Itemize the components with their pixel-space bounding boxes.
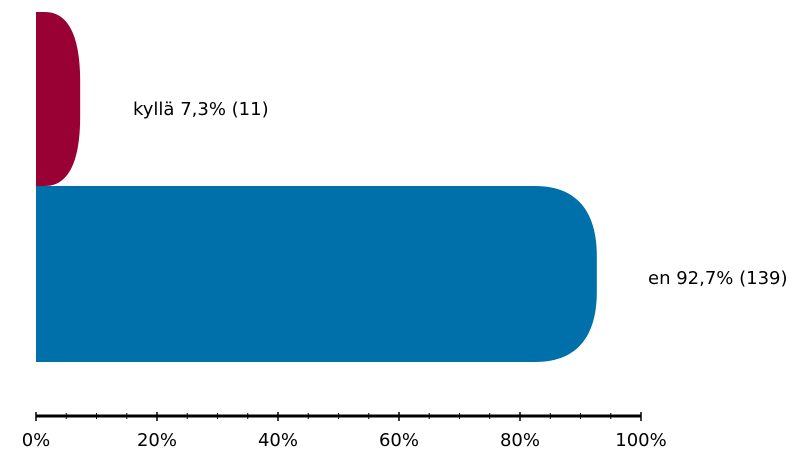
- x-tick-label: 40%: [258, 430, 298, 451]
- bar-en: [36, 186, 597, 362]
- x-tick-label: 20%: [137, 430, 177, 451]
- x-tick-label: 100%: [615, 430, 666, 451]
- bars-layer: [36, 12, 597, 362]
- bar-kyllä: [36, 12, 81, 186]
- data-label-en: en 92,7% (139): [648, 268, 788, 289]
- x-tick-label: 80%: [500, 430, 540, 451]
- x-tick-label: 60%: [379, 430, 419, 451]
- data-label-kyllä: kyllä 7,3% (11): [133, 99, 269, 120]
- data-labels-layer: kyllä 7,3% (11) en 92,7% (139): [133, 99, 788, 289]
- x-axis: 0% 20% 40% 60% 80% 100%: [22, 412, 667, 451]
- x-tick-label: 0%: [22, 430, 51, 451]
